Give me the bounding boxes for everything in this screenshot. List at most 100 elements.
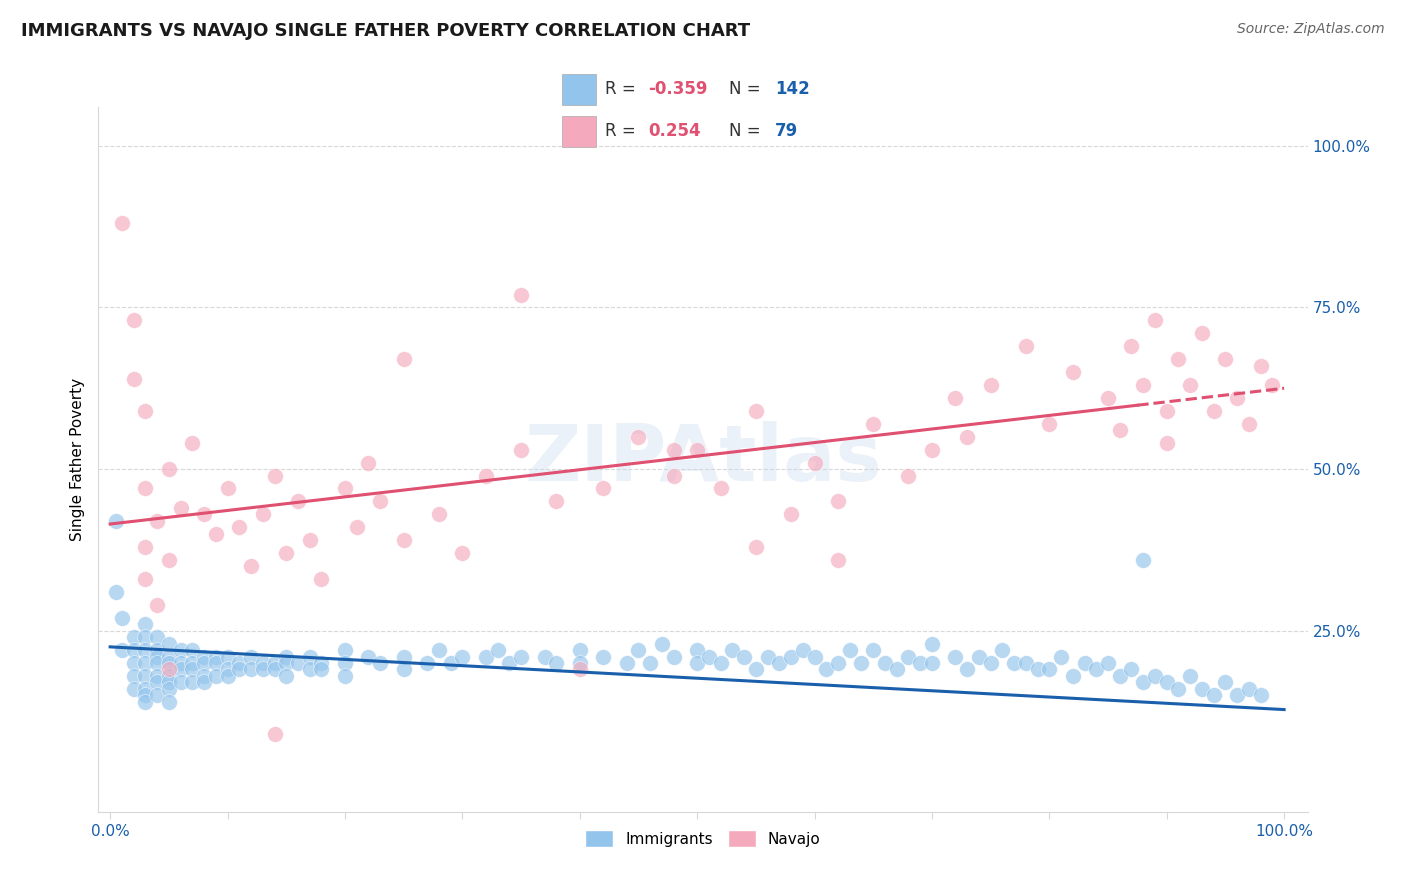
Point [475, 649, 498, 664]
Point [1038, 417, 1060, 431]
Point [134, 669, 156, 683]
Point [862, 643, 884, 657]
Point [862, 417, 884, 431]
Point [427, 508, 450, 522]
Point [287, 656, 309, 670]
Point [357, 456, 380, 470]
Point [134, 482, 156, 496]
Point [134, 643, 156, 657]
Point [357, 649, 380, 664]
Point [1202, 404, 1225, 418]
Point [276, 649, 298, 664]
Point [157, 462, 180, 476]
Point [1156, 675, 1178, 690]
Point [181, 656, 204, 670]
Point [122, 681, 145, 696]
Point [1167, 352, 1189, 367]
Point [792, 643, 814, 657]
Point [111, 216, 134, 230]
Point [956, 663, 979, 677]
Point [193, 675, 215, 690]
Point [616, 656, 638, 670]
Point [217, 663, 239, 677]
Point [392, 649, 415, 664]
Point [193, 669, 215, 683]
Point [263, 468, 285, 483]
Point [662, 442, 685, 457]
Point [146, 598, 169, 612]
Point [146, 675, 169, 690]
Point [181, 675, 204, 690]
Point [276, 546, 298, 560]
Point [533, 649, 555, 664]
Point [956, 430, 979, 444]
Point [157, 663, 180, 677]
Point [510, 287, 533, 301]
Point [105, 585, 128, 599]
Point [697, 649, 720, 664]
Point [1250, 359, 1272, 373]
Point [217, 482, 239, 496]
Point [416, 656, 439, 670]
Text: Source: ZipAtlas.com: Source: ZipAtlas.com [1237, 22, 1385, 37]
Point [1038, 663, 1060, 677]
Legend: Immigrants, Navajo: Immigrants, Navajo [579, 823, 827, 854]
Point [1202, 689, 1225, 703]
Point [1015, 656, 1038, 670]
Point [486, 643, 509, 657]
Point [768, 656, 790, 670]
Text: -0.359: -0.359 [648, 80, 707, 98]
Point [134, 681, 156, 696]
Point [122, 656, 145, 670]
Point [568, 663, 591, 677]
Point [1062, 365, 1084, 379]
Point [1226, 391, 1249, 405]
Point [169, 663, 191, 677]
Point [1015, 339, 1038, 353]
Text: ZIPAtlas: ZIPAtlas [524, 421, 882, 498]
Point [217, 649, 239, 664]
Point [733, 649, 755, 664]
Point [311, 572, 333, 586]
Point [921, 637, 943, 651]
Point [1143, 313, 1166, 327]
Point [1180, 378, 1202, 392]
Point [1132, 378, 1154, 392]
Point [745, 404, 768, 418]
Point [638, 656, 661, 670]
Point [980, 656, 1002, 670]
Point [1156, 436, 1178, 450]
Point [252, 663, 274, 677]
Point [1026, 663, 1049, 677]
Point [392, 663, 415, 677]
Point [827, 552, 849, 566]
Point [311, 663, 333, 677]
Point [252, 656, 274, 670]
Point [157, 669, 180, 683]
Point [333, 669, 356, 683]
Point [980, 378, 1002, 392]
Point [134, 540, 156, 554]
Point [945, 391, 967, 405]
Point [122, 313, 145, 327]
Point [991, 643, 1014, 657]
Point [1237, 681, 1260, 696]
Point [451, 649, 474, 664]
Point [146, 649, 169, 664]
Point [1108, 669, 1130, 683]
Point [427, 643, 450, 657]
Point [745, 663, 768, 677]
Point [921, 656, 943, 670]
Point [392, 533, 415, 548]
Point [1121, 339, 1143, 353]
Point [146, 514, 169, 528]
Point [333, 656, 356, 670]
Point [1097, 391, 1119, 405]
Point [240, 649, 263, 664]
Point [568, 643, 591, 657]
Point [240, 663, 263, 677]
Text: R =: R = [605, 122, 641, 140]
Point [193, 656, 215, 670]
Text: 0.254: 0.254 [648, 122, 700, 140]
Point [803, 649, 825, 664]
